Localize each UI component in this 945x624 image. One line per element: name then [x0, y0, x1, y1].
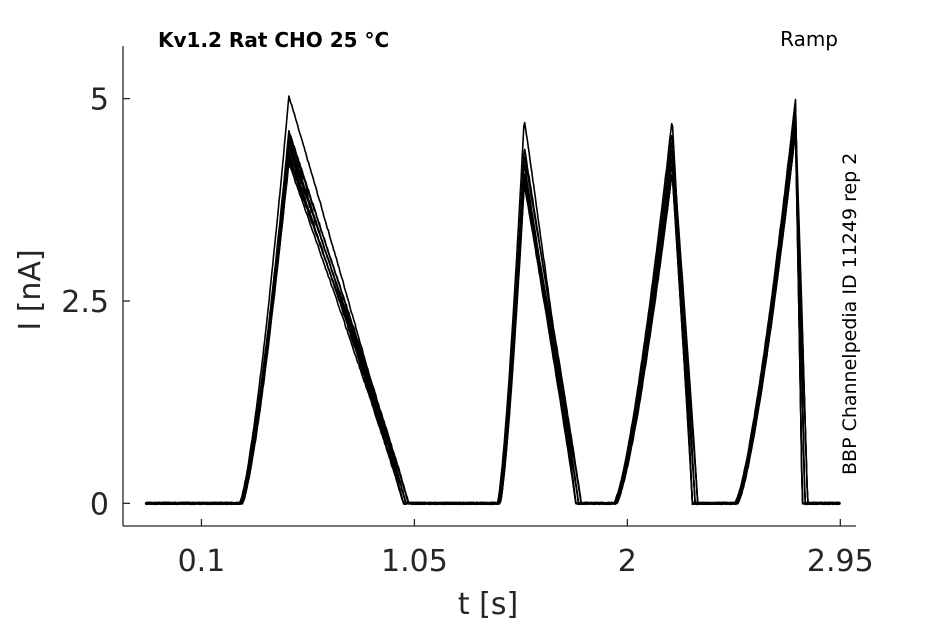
current-trace [144, 129, 841, 506]
y-tick-label: 2.5 [61, 285, 109, 320]
current-trace [145, 130, 841, 506]
y-tick-label: 0 [90, 487, 109, 522]
current-trace [144, 131, 841, 506]
current-trace [145, 114, 841, 506]
current-trace [145, 129, 841, 506]
current-trace [145, 95, 841, 506]
x-tick-label: 2 [618, 544, 637, 579]
x-axis-label: t [s] [458, 587, 518, 622]
current-traces [144, 95, 841, 506]
y-axis-label: I [nA] [13, 249, 48, 330]
x-tick-label: 0.1 [178, 544, 226, 579]
axes: 0.1 1.05 2 2.95 02.55 [61, 46, 874, 579]
y-tick-label: 5 [90, 83, 109, 118]
current-trace [144, 121, 841, 506]
current-trace [145, 106, 841, 506]
x-tick-label: 2.95 [807, 544, 874, 579]
chart-title: Kv1.2 Rat CHO 25 °C [158, 28, 389, 52]
channelpedia-id-label: BBP Channelpedia ID 11249 rep 2 [839, 153, 861, 475]
current-trace [144, 130, 841, 506]
x-ticks: 0.1 1.05 2 2.95 [178, 519, 874, 579]
y-ticks: 02.55 [61, 83, 130, 522]
x-tick-label: 1.05 [381, 544, 448, 579]
protocol-label: Ramp [780, 27, 838, 51]
current-trace [144, 130, 841, 506]
